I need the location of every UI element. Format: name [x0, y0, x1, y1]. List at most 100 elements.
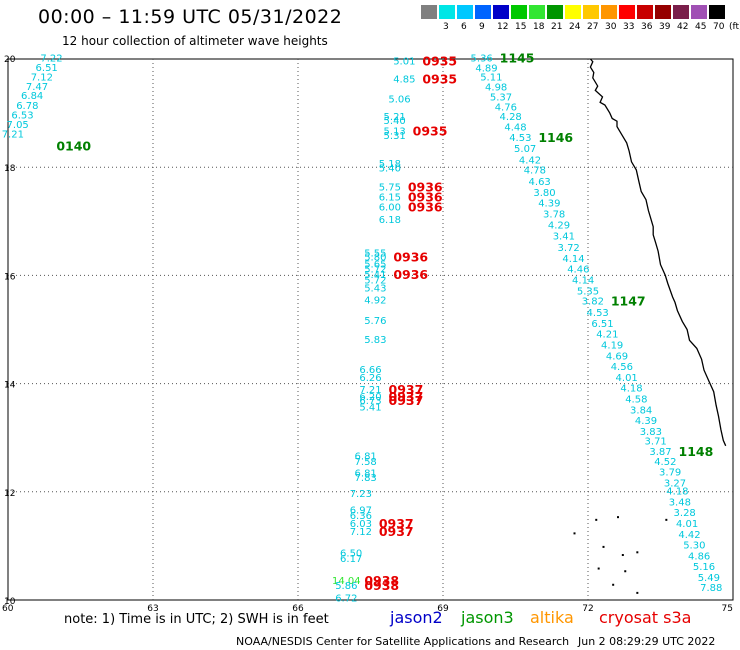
lat-label: 10: [4, 597, 16, 607]
wave-height-value: 5.36: [471, 54, 493, 65]
wave-height-value: 4.21: [596, 330, 618, 341]
scale-swatch: [475, 5, 491, 19]
wave-height-value: 6.53: [11, 111, 33, 122]
island: [621, 554, 624, 557]
wave-height-value: 4.78: [524, 166, 546, 177]
pass-time-label: 0936: [408, 190, 443, 205]
scale-swatch: [691, 5, 707, 19]
scale-label: 33: [623, 22, 635, 32]
scale-swatch: [547, 5, 563, 19]
wave-height-value: 5.75: [379, 182, 401, 193]
scale-swatch: [565, 5, 581, 19]
wave-height-value: 5.31: [384, 131, 406, 142]
scale-swatch: [439, 5, 455, 19]
wave-height-value: 4.42: [678, 530, 700, 541]
wave-height-value: 6.20: [359, 392, 381, 403]
pass-time-label: 1145: [500, 51, 535, 66]
wave-height-value: 5.30: [683, 541, 705, 552]
wave-height-value: 3.28: [674, 508, 696, 519]
wave-height-value: 4.89: [475, 63, 497, 74]
wave-height-value: 5.86: [335, 581, 357, 592]
wave-height-value: 5.72: [364, 265, 386, 276]
wave-height-value: 4.92: [364, 296, 386, 307]
island: [612, 583, 615, 586]
lat-label: 16: [4, 272, 16, 282]
wave-height-value: 6.84: [21, 91, 43, 102]
wave-height-value: 4.63: [529, 177, 551, 188]
scale-label: 36: [641, 22, 653, 32]
scale-swatch: [673, 5, 689, 19]
scale-swatch: [619, 5, 635, 19]
wave-height-value: 6.17: [340, 554, 362, 565]
wave-height-value: 6.50: [340, 549, 362, 560]
wave-height-value: 4.46: [567, 265, 589, 276]
wave-height-value: 6.36: [350, 511, 372, 522]
wave-height-value: 5.41: [359, 403, 381, 414]
scale-label: 12: [497, 22, 509, 32]
wave-height-value: 3.48: [669, 497, 691, 508]
pass-time-label: 1148: [679, 444, 714, 459]
scale-label: 9: [479, 22, 485, 32]
wave-height-value: 5.35: [577, 286, 599, 297]
wave-height-value: 4.98: [485, 82, 507, 93]
wave-height-value: 5.40: [379, 164, 401, 175]
scale-label: 15: [515, 22, 527, 32]
page-title: 00:00 – 11:59 UTC 05/31/2022: [38, 6, 343, 28]
footer-note: note: 1) Time is in UTC; 2) SWH is in fe…: [64, 612, 329, 627]
lat-label: 18: [4, 164, 16, 174]
lat-label: 12: [4, 489, 15, 499]
wave-height-value: 4.19: [601, 340, 623, 351]
wave-height-value: 4.18: [666, 487, 688, 498]
wave-height-value: 5.83: [364, 335, 386, 346]
wave-height-value: 3.83: [640, 427, 662, 438]
wave-height-value: 4.53: [587, 308, 609, 319]
legend-altika: altika: [530, 608, 574, 627]
wave-height-value: 4.48: [504, 122, 526, 133]
pass-time-label: 0936: [408, 179, 443, 194]
lat-label: 14: [4, 381, 16, 391]
wave-height-value: 5.49: [698, 573, 720, 584]
wave-height-value: 3.41: [553, 232, 575, 243]
wave-height-value: 5.11: [480, 73, 502, 84]
wave-height-value: 5.07: [514, 144, 536, 155]
wave-height-value: 3.84: [630, 405, 652, 416]
wave-height-value: 6.78: [16, 101, 38, 112]
island: [636, 591, 639, 594]
wave-height-value: 4.85: [393, 74, 415, 85]
wave-height-value: 4.53: [509, 133, 531, 144]
wave-height-value: 6.18: [379, 215, 401, 226]
legend-jason3: jason3: [461, 608, 514, 627]
wave-height-value: 7.12: [31, 73, 53, 84]
scale-label: 18: [533, 22, 545, 32]
wave-height-value: 5.21: [384, 112, 406, 123]
wave-height-value: 3.79: [659, 468, 681, 479]
pass-time-label: 0936: [408, 199, 443, 214]
wave-height-value: 6.03: [350, 519, 372, 530]
wave-height-value: 7.21: [2, 129, 24, 140]
island: [595, 518, 598, 521]
lon-label: 63: [147, 604, 158, 614]
wave-height-value: 6.51: [36, 63, 58, 74]
scale-label: 30: [605, 22, 617, 32]
wave-height-value: 4.39: [635, 416, 657, 427]
pass-time-label: 1146: [538, 130, 573, 145]
scale-swatch: [709, 5, 725, 19]
pass-time-label: 0937: [379, 516, 414, 531]
island: [617, 516, 619, 519]
wave-height-value: 5.80: [364, 252, 386, 263]
map-frame: [7, 58, 734, 601]
scale-swatch: [421, 5, 437, 19]
scale-label: 24: [569, 22, 581, 32]
scale-swatch: [529, 5, 545, 19]
wave-height-value: 4.76: [495, 102, 517, 113]
scale-label: 39: [659, 22, 671, 32]
wave-height-value: 4.28: [500, 112, 522, 123]
wave-height-value: 5.06: [388, 94, 410, 105]
wave-height-value: 4.18: [620, 384, 642, 395]
wave-height-value: 14.04: [332, 576, 361, 587]
wave-height-value: 7.22: [40, 54, 62, 65]
pass-time-label: 0936: [393, 249, 428, 264]
scale-swatch: [601, 5, 617, 19]
island: [636, 551, 639, 554]
